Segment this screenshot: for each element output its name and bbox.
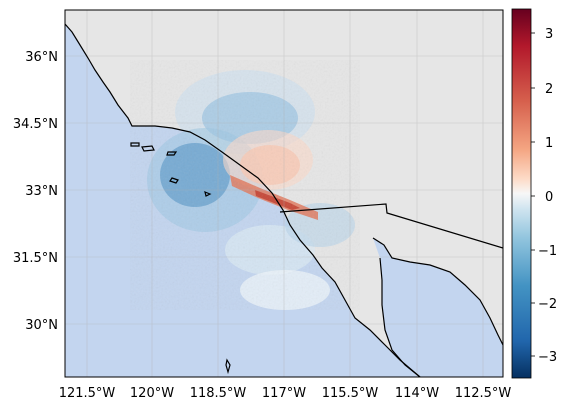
x-tick-label: 114°W <box>395 386 439 401</box>
x-tick-label: 118.5°W <box>190 386 247 401</box>
colorbar-tick-label: −2 <box>538 297 557 312</box>
y-tick-label: 34.5°N <box>13 117 58 132</box>
y-tick-label: 30°N <box>25 318 58 333</box>
colorbar-ticks <box>531 32 535 357</box>
gulf-of-california <box>373 238 503 377</box>
gridlines <box>65 10 503 377</box>
x-tick-label: 121.5°W <box>59 386 116 401</box>
map-panel <box>65 10 503 377</box>
coastlines <box>65 23 503 377</box>
colorbar-tick-label: 3 <box>545 27 553 42</box>
colorbar-tick-label: −3 <box>538 350 557 365</box>
x-tick-labels: 121.5°W 120°W 118.5°W 117°W 115.5°W 114°… <box>59 386 512 401</box>
colorbar-gradient <box>511 8 532 379</box>
colorbar-tick-label: −1 <box>538 244 557 259</box>
colorbar: 3 2 1 0 −1 −2 −3 <box>511 8 557 379</box>
island-santa-rosa <box>130 142 140 147</box>
island-san-clemente <box>169 177 179 184</box>
colorbar-tick-label: 1 <box>545 136 553 151</box>
y-tick-label: 33°N <box>25 184 58 199</box>
y-tick-label: 36°N <box>25 50 58 65</box>
border-us-mexico <box>279 203 503 249</box>
island-guadalupe <box>225 358 231 375</box>
coastline-gulf <box>372 237 503 346</box>
island-san-nicolas <box>204 191 212 197</box>
island-santa-cruz <box>141 145 155 152</box>
coastline-gulf-west <box>379 257 421 377</box>
x-tick-label: 120°W <box>130 386 174 401</box>
field-layer <box>130 60 360 310</box>
y-tick-label: 31.5°N <box>13 251 58 266</box>
colorbar-tick-label: 0 <box>545 190 553 205</box>
y-tick-labels: 36°N 34.5°N 33°N 31.5°N 30°N <box>13 50 58 333</box>
island-santa-catalina <box>166 151 178 156</box>
x-tick-label: 115.5°W <box>322 386 379 401</box>
coastline-mainland <box>65 23 421 377</box>
x-tick-label: 117°W <box>262 386 306 401</box>
map-frame <box>64 9 504 378</box>
colorbar-tick-label: 2 <box>545 82 553 97</box>
x-tick-label: 112.5°W <box>455 386 512 401</box>
